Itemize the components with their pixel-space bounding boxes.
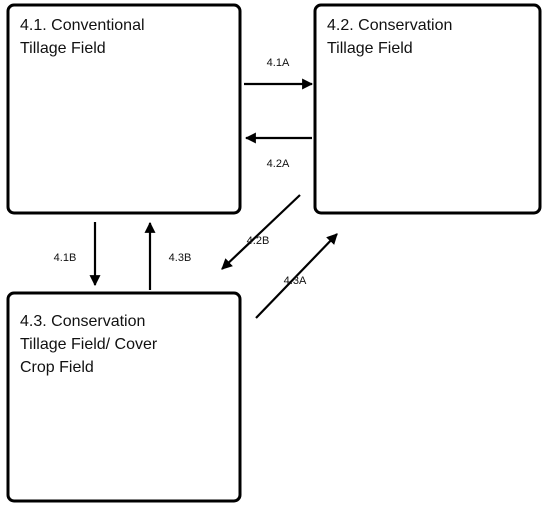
- arrow: [221, 194, 301, 270]
- edge-label: 4.1A: [267, 57, 290, 69]
- arrow: [255, 233, 338, 319]
- node-label: 4.2. Conservation: [327, 17, 452, 34]
- node-label: 4.1. Conventional: [20, 17, 145, 34]
- edge-label: 4.3A: [284, 275, 307, 287]
- node-label: Crop Field: [20, 359, 94, 376]
- edge-label: 4.1B: [54, 252, 77, 264]
- edge-label: 4.2B: [247, 235, 270, 247]
- edge-label: 4.3B: [169, 252, 192, 264]
- node-label: Tillage Field/ Cover: [20, 336, 158, 353]
- node-label: 4.3. Conservation: [20, 313, 145, 330]
- node-box: [313, 3, 542, 215]
- node-label: Tillage Field: [20, 40, 106, 57]
- edge-label: 4.2A: [267, 158, 290, 170]
- node-box: [6, 3, 242, 215]
- node-label: Tillage Field: [327, 40, 413, 57]
- node-box: [6, 291, 242, 503]
